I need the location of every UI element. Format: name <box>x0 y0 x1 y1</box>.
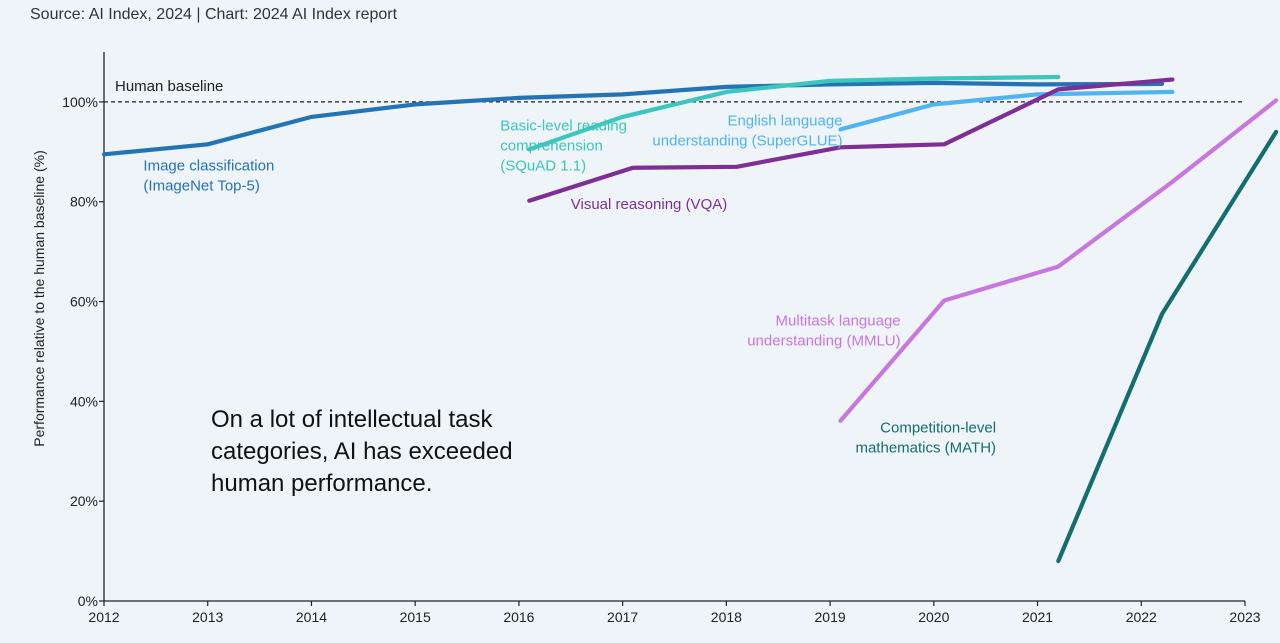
series-line-english-language-understanding-superglue <box>838 89 1175 132</box>
y-tick-label: 60% <box>70 294 98 310</box>
x-tick-label: 2012 <box>88 609 119 625</box>
axes <box>103 52 1245 602</box>
series-lines <box>101 74 1279 564</box>
series-line-image-classification-imagenet-top-5 <box>101 80 1165 157</box>
chart-source: Source: AI Index, 2024 | Chart: 2024 AI … <box>30 6 398 23</box>
y-ticks: 0% 20% 40% 60% 80% 100% <box>62 94 104 609</box>
x-tick-label: 2020 <box>918 609 949 625</box>
x-tick-label: 2021 <box>1022 609 1053 625</box>
series-line-multitask-language-understanding-mmlu <box>838 98 1279 423</box>
y-tick-label: 20% <box>70 493 98 509</box>
series-line-visual-reasoning-vqa <box>527 77 1175 203</box>
x-tick-label: 2013 <box>192 609 223 625</box>
series-label-visual-reasoning-vqa: Visual reasoning (VQA) <box>571 196 727 213</box>
series-label-competition-level-mathematics-math: Competition-level mathematics (MATH) <box>855 419 996 456</box>
x-tick-label: 2017 <box>607 609 638 625</box>
y-axis-label: Performance relative to the human baseli… <box>31 150 47 446</box>
x-tick-label: 2018 <box>711 609 742 625</box>
x-tick-label: 2022 <box>1126 609 1157 625</box>
series-label-english-language-understanding-superglue: English language understanding (SuperGLUE… <box>652 112 842 149</box>
series-line-basic-level-reading-comprehension-squad-1-1 <box>527 74 1061 152</box>
series-label-image-classification-imagenet-top-5: Image classification (ImageNet Top-5) <box>143 157 274 194</box>
series-label-multitask-language-understanding-mmlu: Multitask language understanding (MMLU) <box>747 313 900 350</box>
human-baseline-label: Human baseline <box>115 78 223 95</box>
x-tick-label: 2014 <box>296 609 327 625</box>
series-labels: Image classification (ImageNet Top-5) Basi… <box>143 112 996 456</box>
x-tick-label: 2015 <box>400 609 431 625</box>
x-ticks: 2012 2013 2014 2015 2016 2017 2018 2019 2020 2021… <box>88 601 1261 625</box>
series-label-basic-level-reading-comprehension-squad-1-1: Basic-level reading comprehension (SQuAD 1… <box>500 117 627 174</box>
y-tick-label: 40% <box>70 393 98 409</box>
x-tick-label: 2019 <box>815 609 846 625</box>
y-tick-label: 0% <box>78 593 98 609</box>
x-tick-label: 2016 <box>503 609 534 625</box>
y-tick-label: 100% <box>62 94 98 110</box>
series-line-competition-level-mathematics-math <box>1056 129 1279 564</box>
y-tick-label: 80% <box>70 194 98 210</box>
chart-annotation: On a lot of intellectual task categories… <box>211 406 513 497</box>
x-tick-label: 2023 <box>1229 609 1260 625</box>
